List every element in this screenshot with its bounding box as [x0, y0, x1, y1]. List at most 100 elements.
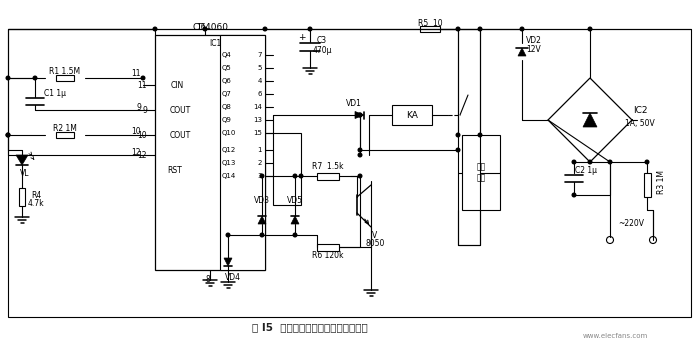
- Bar: [317, 172, 339, 179]
- Polygon shape: [583, 113, 597, 127]
- Polygon shape: [224, 258, 232, 266]
- Bar: [8, 29, 691, 317]
- Text: R7  1.5k: R7 1.5k: [312, 161, 344, 170]
- Circle shape: [358, 174, 362, 178]
- Circle shape: [588, 27, 592, 31]
- Text: KA: KA: [406, 110, 418, 119]
- Text: Q7: Q7: [222, 91, 232, 97]
- Text: 12: 12: [131, 148, 141, 157]
- Text: 4: 4: [258, 78, 262, 84]
- Circle shape: [6, 76, 10, 80]
- Text: IC1: IC1: [209, 39, 221, 48]
- Text: 9: 9: [142, 106, 147, 115]
- Text: R3 1M: R3 1M: [656, 170, 665, 194]
- Circle shape: [645, 160, 649, 164]
- Text: Q14: Q14: [222, 173, 236, 179]
- Circle shape: [6, 133, 10, 137]
- Text: Q4: Q4: [222, 52, 232, 58]
- Text: VD3: VD3: [254, 196, 270, 205]
- Bar: [317, 244, 339, 250]
- Polygon shape: [548, 78, 632, 162]
- Text: 图 I5  循环工作定时控制器电路原理图: 图 I5 循环工作定时控制器电路原理图: [252, 322, 368, 332]
- Circle shape: [572, 193, 576, 197]
- Text: 8050: 8050: [366, 238, 384, 247]
- Text: COUT: COUT: [169, 106, 191, 115]
- Text: R4: R4: [31, 190, 41, 199]
- Circle shape: [308, 27, 312, 31]
- Circle shape: [264, 27, 267, 31]
- Text: 10: 10: [131, 127, 141, 136]
- Text: R5  10: R5 10: [418, 19, 442, 28]
- Text: 15: 15: [253, 130, 262, 136]
- Text: CIN: CIN: [171, 80, 184, 89]
- Circle shape: [588, 160, 592, 164]
- Text: C1 1μ: C1 1μ: [44, 89, 66, 98]
- Text: 10: 10: [138, 130, 147, 139]
- Text: VL: VL: [20, 168, 30, 177]
- Circle shape: [358, 113, 362, 117]
- Circle shape: [478, 133, 482, 137]
- Text: Q10: Q10: [222, 130, 236, 136]
- Text: 5: 5: [258, 65, 262, 71]
- Text: 470μ: 470μ: [312, 46, 332, 55]
- Circle shape: [260, 233, 264, 237]
- Bar: [420, 26, 440, 32]
- Circle shape: [456, 27, 460, 31]
- Text: 12: 12: [138, 150, 147, 159]
- Text: 11: 11: [138, 80, 147, 89]
- Text: +: +: [298, 32, 305, 41]
- Text: Q8: Q8: [222, 104, 232, 110]
- Text: VD4: VD4: [225, 274, 241, 283]
- Polygon shape: [291, 216, 299, 224]
- Bar: [56, 75, 74, 81]
- Text: COUT: COUT: [169, 130, 191, 139]
- Circle shape: [203, 27, 207, 31]
- Circle shape: [226, 233, 230, 237]
- Polygon shape: [258, 216, 266, 224]
- Circle shape: [358, 153, 362, 157]
- Text: CD4060: CD4060: [192, 22, 228, 31]
- Text: Q13: Q13: [222, 160, 236, 166]
- Text: VD5: VD5: [287, 196, 303, 205]
- Circle shape: [456, 148, 460, 152]
- Circle shape: [141, 76, 145, 80]
- Circle shape: [456, 133, 460, 137]
- Text: 1A, 50V: 1A, 50V: [625, 118, 655, 128]
- Text: 11: 11: [131, 69, 141, 78]
- Circle shape: [6, 133, 10, 137]
- Text: C3: C3: [317, 36, 327, 45]
- Bar: [220, 35, 265, 270]
- Text: 4.7k: 4.7k: [28, 198, 44, 207]
- Circle shape: [260, 174, 264, 178]
- Text: R2 1M: R2 1M: [53, 124, 77, 132]
- Bar: [155, 35, 265, 270]
- Text: 2: 2: [258, 160, 262, 166]
- Text: R6 120k: R6 120k: [312, 252, 344, 260]
- Text: 受控
设备: 受控 设备: [477, 163, 486, 182]
- Circle shape: [478, 27, 482, 31]
- Bar: [273, 133, 301, 205]
- Text: VD2: VD2: [526, 36, 542, 45]
- Text: 3: 3: [257, 173, 262, 179]
- Text: C2 1μ: C2 1μ: [575, 166, 597, 175]
- Text: www.elecfans.com: www.elecfans.com: [582, 333, 648, 339]
- Text: RST: RST: [168, 166, 182, 175]
- Circle shape: [572, 160, 576, 164]
- Bar: [56, 132, 74, 138]
- Text: 1: 1: [257, 147, 262, 153]
- Text: Q12: Q12: [222, 147, 236, 153]
- Text: 8: 8: [206, 276, 210, 285]
- Bar: [19, 188, 25, 206]
- Circle shape: [293, 174, 297, 178]
- Polygon shape: [16, 155, 28, 165]
- Circle shape: [358, 113, 362, 117]
- Text: VD1: VD1: [346, 99, 362, 108]
- Text: IC2: IC2: [633, 106, 647, 115]
- Text: 9: 9: [136, 102, 141, 111]
- Text: 14: 14: [253, 104, 262, 110]
- Text: 13: 13: [253, 117, 262, 123]
- Text: 7: 7: [257, 52, 262, 58]
- Polygon shape: [518, 48, 526, 56]
- Text: V: V: [373, 230, 377, 239]
- Text: 16: 16: [196, 22, 206, 31]
